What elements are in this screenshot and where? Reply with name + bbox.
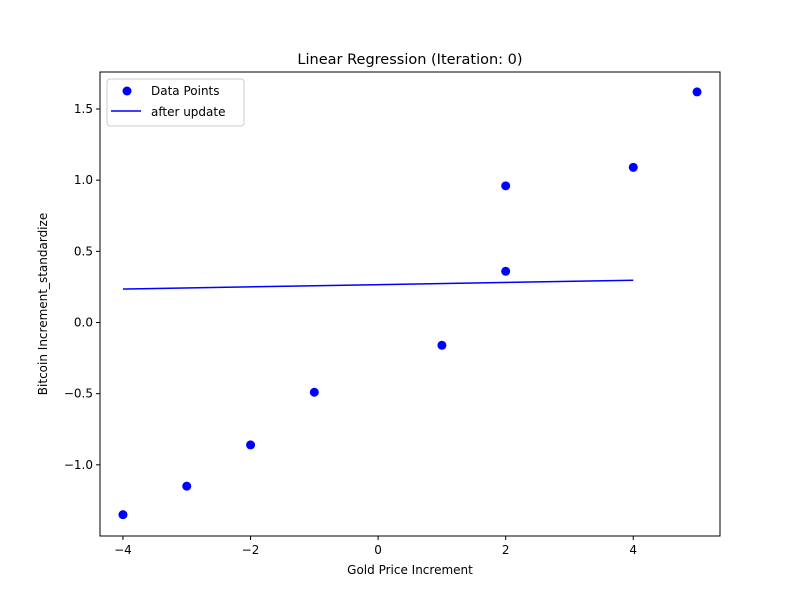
y-tick-label: −1.0: [64, 458, 93, 472]
data-point: [309, 387, 319, 397]
y-tick-label: 0.5: [74, 244, 93, 258]
data-point: [437, 340, 447, 350]
data-point: [118, 510, 128, 520]
x-tick-label: 2: [502, 543, 510, 557]
regression-line: [122, 279, 634, 290]
legend-label-data-points: Data Points: [151, 84, 220, 98]
legend: Data Points after update: [106, 78, 245, 127]
data-point: [692, 87, 702, 97]
y-axis: −1.0 −0.5 0.0 0.5 1.0 1.5: [64, 102, 100, 472]
x-tick-label: 0: [374, 543, 382, 557]
plot-frame: [99, 71, 721, 537]
chart-title: Linear Regression (Iteration: 0): [297, 52, 522, 68]
legend-box: [106, 78, 245, 127]
x-tick-label: −4: [114, 543, 132, 557]
y-tick-label: 1.5: [74, 102, 93, 116]
legend-label-after-update: after update: [151, 105, 225, 119]
y-tick-label: 0.0: [74, 316, 93, 330]
x-axis: −4 −2 0 2 4: [114, 536, 637, 557]
legend-marker-data-points: [122, 86, 132, 96]
data-point: [501, 266, 511, 276]
plot-area: [118, 87, 702, 520]
x-tick-label: −2: [242, 543, 260, 557]
data-point: [246, 440, 256, 450]
data-point: [182, 481, 192, 491]
y-tick-label: 1.0: [74, 173, 93, 187]
data-point: [501, 181, 511, 191]
y-tick-label: −0.5: [64, 387, 93, 401]
x-tick-label: 4: [629, 543, 637, 557]
data-point: [628, 162, 638, 172]
x-axis-label: Gold Price Increment: [347, 563, 473, 577]
y-axis-label: Bitcoin Increment_standardize: [36, 213, 50, 395]
